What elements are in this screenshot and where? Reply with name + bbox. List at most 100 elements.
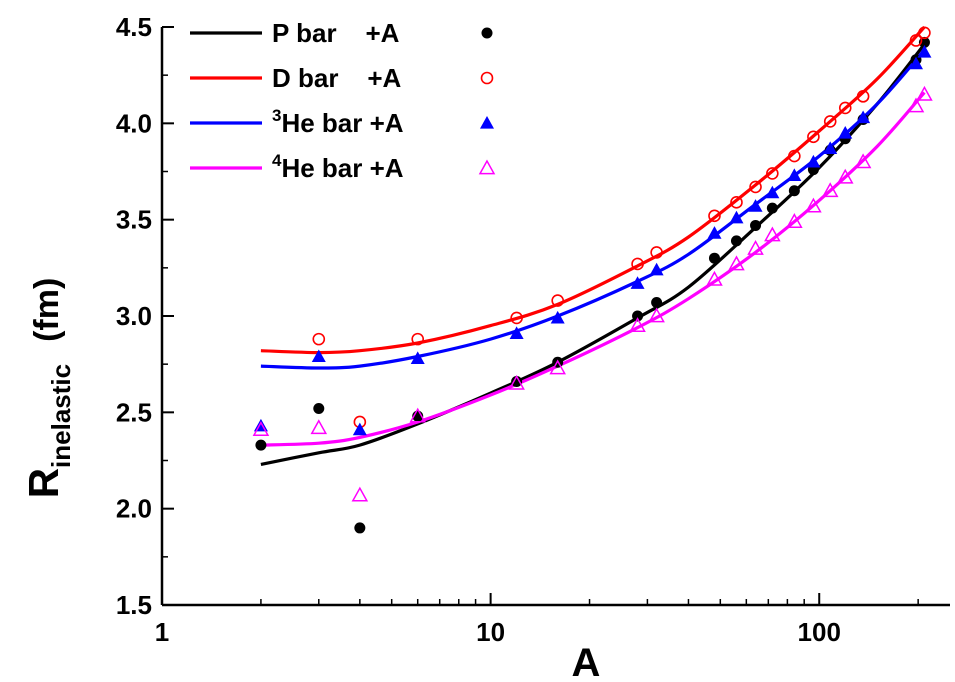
- fit-curve-0: [260, 43, 926, 466]
- y-tick-label: 4.5: [116, 12, 152, 42]
- data-point: [730, 235, 742, 247]
- data-point: [255, 439, 267, 451]
- data-point: [765, 185, 780, 199]
- data-point: [854, 153, 872, 169]
- data-point: [764, 226, 781, 242]
- fit-curve-2: [260, 49, 926, 370]
- data-point: [352, 422, 367, 436]
- y-axis-title-main: R: [20, 468, 67, 498]
- x-tick-label: 1: [155, 617, 169, 647]
- data-point: [838, 101, 852, 115]
- data-point: [728, 255, 745, 271]
- data-point: [749, 180, 762, 194]
- data-point: [354, 522, 366, 534]
- fit-curve-3: [260, 91, 926, 447]
- data-point: [708, 209, 721, 223]
- legend-marker: [478, 159, 496, 175]
- data-point: [252, 421, 270, 437]
- data-point: [310, 419, 328, 435]
- data-point: [907, 97, 925, 113]
- data-point: [508, 374, 525, 390]
- data-point: [649, 262, 664, 276]
- y-axis-title-subscript: inelastic: [46, 364, 76, 468]
- data-point: [351, 486, 369, 502]
- data-point: [908, 56, 923, 70]
- legend-label: P bar +A: [272, 18, 400, 48]
- data-point: [729, 210, 744, 224]
- data-point: [916, 85, 933, 101]
- data-point: [632, 310, 644, 322]
- legend-label: 4He bar +A: [272, 151, 404, 183]
- y-tick-label: 3.0: [116, 301, 152, 331]
- legend-marker: [480, 116, 494, 129]
- data-point: [917, 45, 932, 58]
- legend-superscript: 3: [272, 106, 281, 125]
- data-point: [730, 196, 743, 209]
- data-point: [312, 332, 326, 346]
- data-point: [806, 154, 821, 168]
- data-point: [787, 168, 802, 181]
- data-point: [805, 197, 822, 213]
- data-point: [918, 26, 931, 40]
- y-tick-label: 2.5: [116, 397, 152, 427]
- data-point: [411, 332, 425, 346]
- axes: 1.5 2.0 2.5 3.0 3.5 4.0 4.5 1 10 100: [116, 12, 950, 647]
- x-axis-title: A: [572, 641, 601, 682]
- y-axis-title-unit: (fm): [28, 278, 66, 342]
- data-point: [706, 270, 723, 286]
- data-point: [909, 34, 923, 47]
- data-point: [549, 359, 566, 375]
- data-point: [650, 246, 663, 259]
- data-point: [856, 110, 871, 124]
- data-point: [823, 141, 838, 154]
- data-point: [651, 297, 663, 309]
- data-point: [836, 168, 854, 184]
- data-point: [838, 125, 853, 139]
- data-point: [788, 149, 801, 163]
- legend-text-main: He bar +A: [281, 108, 403, 138]
- legend-marker: [481, 27, 493, 39]
- data-point: [750, 219, 762, 231]
- data-point: [509, 326, 524, 339]
- data-point: [766, 202, 778, 214]
- data-point: [786, 213, 803, 228]
- data-point: [821, 182, 839, 198]
- data-point: [707, 226, 722, 239]
- data-point: [788, 185, 800, 197]
- legend-label: 3He bar +A: [272, 106, 404, 138]
- y-tick-label: 3.5: [116, 205, 152, 235]
- data-point: [631, 257, 644, 271]
- data-point: [629, 317, 646, 332]
- data-point: [823, 115, 837, 128]
- data-point: [766, 167, 779, 180]
- axis-titles: A Rinelastic (fm): [20, 278, 600, 682]
- legend-label: D bar +A: [272, 63, 402, 93]
- data-point: [253, 418, 268, 432]
- data-point: [550, 310, 565, 324]
- data-markers: [252, 26, 933, 534]
- data-point: [747, 240, 764, 255]
- data-point: [708, 252, 720, 264]
- data-point: [510, 311, 523, 325]
- data-point: [313, 402, 325, 414]
- data-point: [856, 90, 870, 103]
- data-point: [551, 294, 564, 307]
- legend-marker: [480, 71, 494, 85]
- data-point: [648, 307, 665, 323]
- data-point: [807, 130, 820, 144]
- data-point: [511, 376, 523, 388]
- y-tick-label: 1.5: [116, 590, 152, 620]
- svg-text:Rinelastic(fm): Rinelastic (fm): [20, 278, 76, 499]
- y-tick-label: 2.0: [116, 494, 152, 524]
- x-tick-label: 10: [476, 617, 505, 647]
- data-point: [748, 199, 763, 212]
- y-tick-label: 4.0: [116, 108, 152, 138]
- legend-superscript: 4: [272, 151, 282, 170]
- data-point: [410, 351, 425, 364]
- data-point: [311, 349, 326, 363]
- legend-text-main: He bar +A: [281, 153, 403, 183]
- x-tick-label: 100: [798, 617, 841, 647]
- data-point: [630, 276, 645, 289]
